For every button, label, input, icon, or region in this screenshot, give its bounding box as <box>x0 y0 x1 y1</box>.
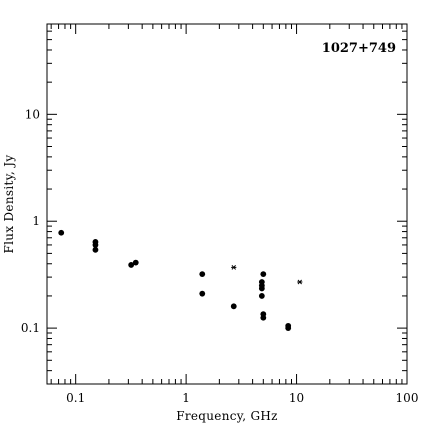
x-tick-label: 10 <box>289 391 304 405</box>
data-point <box>258 285 265 292</box>
data-point <box>285 325 292 332</box>
plot-frame <box>46 23 408 385</box>
ticks-layer <box>47 23 408 385</box>
source-name-annotation: 1027+749 <box>322 41 396 56</box>
x-axis-title: Frequency, GHz <box>176 409 278 423</box>
data-point <box>92 242 99 248</box>
asterisk-stroke <box>297 279 302 285</box>
x-tick-label: 0.1 <box>66 391 85 405</box>
data-point <box>230 303 237 310</box>
tick-labels-layer: 0.1 1 10 100 0.1 1 10 <box>21 107 419 405</box>
data-point <box>132 259 139 266</box>
data-point-asterisk <box>231 264 237 270</box>
data-point-asterisk <box>297 279 303 285</box>
y-tick-label: 1 <box>32 214 40 228</box>
data-point <box>260 314 267 321</box>
data-point <box>128 262 135 268</box>
data-point <box>58 229 65 236</box>
data-point <box>260 271 267 278</box>
y-tick-label: 10 <box>25 107 40 121</box>
y-axis-title: Flux Density, Jy <box>2 155 16 254</box>
data-point <box>92 246 99 253</box>
x-tick-label: 1 <box>182 391 190 405</box>
data-point <box>199 271 206 278</box>
data-points-layer <box>58 229 303 332</box>
data-point <box>199 290 206 297</box>
asterisk-stroke <box>231 264 236 270</box>
data-point <box>258 293 265 299</box>
y-tick-label: 0.1 <box>21 321 40 335</box>
x-tick-label: 100 <box>396 391 419 405</box>
